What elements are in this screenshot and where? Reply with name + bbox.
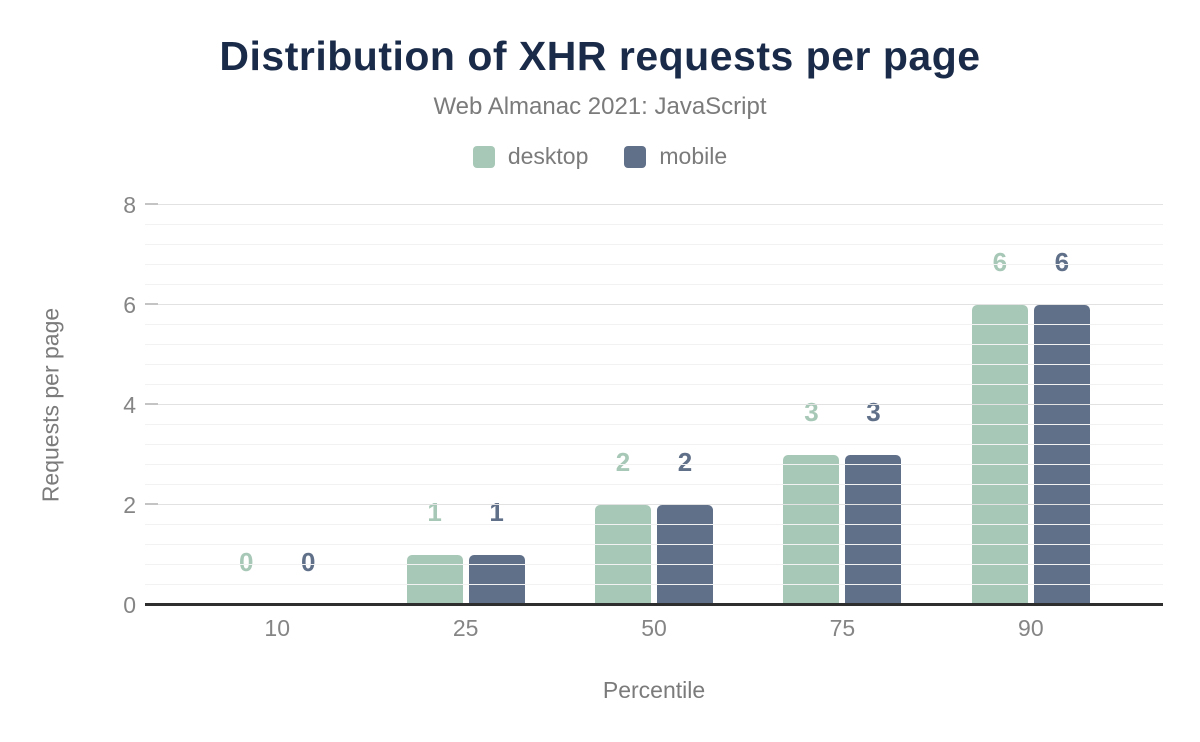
- minor-gridline: [145, 224, 1163, 225]
- legend-label: desktop: [507, 143, 589, 169]
- bar-groups: 0 0 10 1 1 25 2 2 50 3 3 75 6 6 90: [145, 205, 1163, 640]
- minor-gridline: [145, 284, 1163, 285]
- bar-group-p50: 2 2 50: [560, 205, 748, 640]
- minor-gridline: [145, 584, 1163, 585]
- bar-mobile[interactable]: 6: [1033, 249, 1090, 605]
- bar-desktop[interactable]: 2: [595, 449, 652, 605]
- x-axis-title: Percentile: [602, 677, 706, 703]
- bar-group-p90: 6 6 90: [937, 205, 1125, 640]
- minor-gridline: [145, 544, 1163, 545]
- bar-value-label: 2: [677, 447, 693, 477]
- chart-legend: desktop mobile: [0, 143, 1200, 170]
- bar-value-label: 1: [489, 497, 504, 527]
- bar-mobile[interactable]: 3: [845, 399, 902, 605]
- y-axis-title: Requests per page: [37, 307, 64, 503]
- major-gridline: [145, 304, 1163, 305]
- minor-gridline: [145, 364, 1163, 365]
- major-gridline: [145, 404, 1163, 405]
- minor-gridline: [145, 484, 1163, 485]
- x-tick-label: 50: [641, 615, 667, 641]
- legend-swatch-icon: [624, 145, 647, 168]
- bar-desktop[interactable]: 1: [406, 499, 463, 605]
- bar-group-p25: 1 1 25: [371, 205, 559, 640]
- minor-gridline: [145, 344, 1163, 345]
- legend-swatch-icon: [472, 145, 495, 168]
- y-tick-label: 6: [123, 292, 136, 318]
- plot-area: 0 0 10 1 1 25 2 2 50 3 3 75 6 6 90: [145, 203, 1163, 640]
- y-tick-label: 8: [123, 192, 136, 218]
- minor-gridline: [145, 524, 1163, 525]
- minor-gridline: [145, 384, 1163, 385]
- minor-gridline: [145, 424, 1163, 425]
- y-tick-label: 4: [123, 392, 136, 418]
- legend-item-desktop[interactable]: desktop: [472, 143, 589, 170]
- minor-gridline: [145, 564, 1163, 565]
- bar-value-label: 6: [1054, 247, 1070, 277]
- major-gridline: [145, 204, 1163, 205]
- bar-value-label: 3: [804, 397, 819, 427]
- bar-value-label: 0: [238, 547, 254, 577]
- chart-subtitle: Web Almanac 2021: JavaScript: [433, 93, 767, 120]
- bar-group-p75: 3 3 75: [748, 205, 936, 640]
- y-tick-label: 0: [123, 592, 136, 618]
- minor-gridline: [145, 444, 1163, 445]
- minor-gridline: [145, 264, 1163, 265]
- x-tick-label: 10: [264, 615, 290, 641]
- bar-value-label: 1: [427, 497, 442, 527]
- minor-gridline: [145, 324, 1163, 325]
- y-axis-tick-mark: [145, 303, 158, 305]
- minor-gridline: [145, 244, 1163, 245]
- chart-title: Distribution of XHR requests per page: [219, 33, 981, 79]
- y-axis-tick-mark: [145, 203, 158, 205]
- bar-desktop[interactable]: 3: [783, 399, 840, 605]
- bar-value-label: 3: [866, 397, 881, 427]
- y-tick-label: 2: [123, 492, 136, 518]
- major-gridline: [145, 504, 1163, 505]
- bar-value-label: 6: [992, 247, 1008, 277]
- legend-item-mobile[interactable]: mobile: [624, 143, 727, 170]
- bar-mobile[interactable]: 1: [468, 499, 525, 605]
- bar-value-label: 2: [615, 447, 631, 477]
- bar-group-p10: 0 0 10: [183, 205, 371, 640]
- bar-desktop[interactable]: 6: [971, 249, 1028, 605]
- legend-label: mobile: [659, 143, 728, 169]
- y-axis-tick-mark: [145, 503, 158, 505]
- x-tick-label: 75: [829, 615, 856, 641]
- bar-value-label: 0: [300, 547, 316, 577]
- x-tick-label: 90: [1018, 615, 1044, 641]
- y-axis-tick-mark: [145, 403, 158, 405]
- x-axis-line: [145, 603, 1163, 606]
- minor-gridline: [145, 464, 1163, 465]
- x-tick-label: 25: [452, 615, 479, 641]
- bar-mobile[interactable]: 2: [657, 449, 714, 605]
